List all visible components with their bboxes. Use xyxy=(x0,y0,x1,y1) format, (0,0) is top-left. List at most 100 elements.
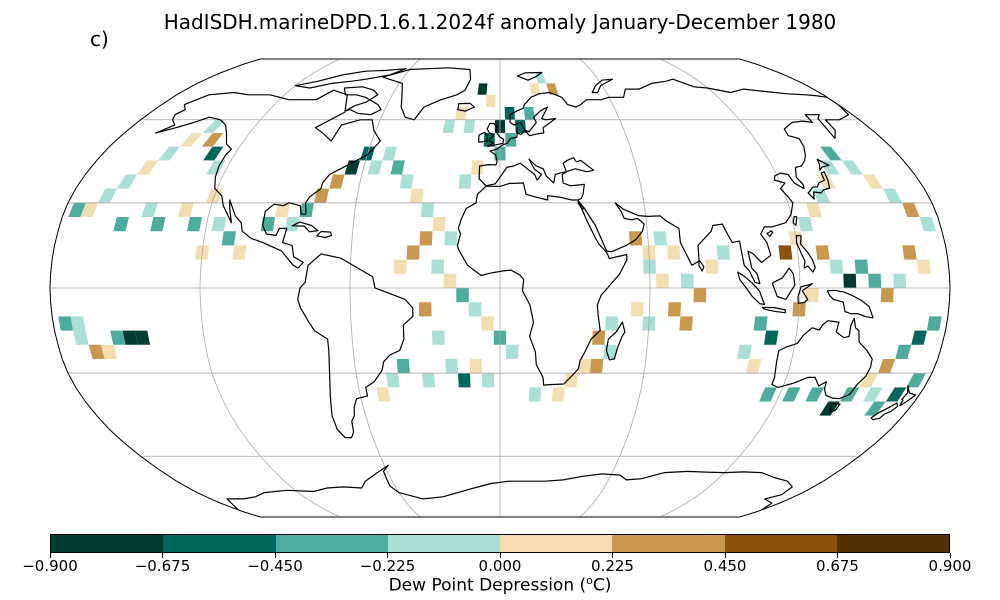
colorbar-segment xyxy=(387,535,500,552)
grid-cell xyxy=(854,259,869,274)
grid-cell xyxy=(902,245,917,260)
grid-cell xyxy=(101,344,117,359)
grid-cell xyxy=(455,107,467,120)
coastline-australia xyxy=(771,317,873,400)
grid-cell xyxy=(202,119,226,133)
grid-cell xyxy=(137,160,159,175)
colorbar-segment xyxy=(500,535,613,552)
coastline-greenland xyxy=(382,67,472,121)
colorbar-segment xyxy=(51,535,164,552)
grid-cell xyxy=(564,373,578,388)
grid-cell xyxy=(122,330,138,345)
grid-cell xyxy=(285,217,300,232)
grid-cell xyxy=(864,401,886,416)
grid-cell xyxy=(180,133,203,147)
grid-cell xyxy=(528,387,542,402)
colorbar-tick-label: −0.675 xyxy=(134,557,191,575)
grid-cell xyxy=(605,316,619,331)
colorbar xyxy=(50,534,950,553)
grid-cell xyxy=(843,273,857,288)
grid-cell xyxy=(443,273,457,288)
coastline-hainan xyxy=(766,230,774,237)
coastline-japan xyxy=(807,171,831,200)
grid-cell xyxy=(329,174,345,189)
grid-cell xyxy=(150,217,166,232)
grid-cell xyxy=(386,373,400,388)
grid-cell xyxy=(893,273,907,288)
grid-cell xyxy=(275,202,290,217)
coastline-madagascar xyxy=(605,321,626,361)
grid-cell xyxy=(667,245,681,260)
grid-cell xyxy=(201,133,224,147)
grid-cell xyxy=(653,231,668,246)
coastlines xyxy=(155,67,917,511)
grid-cell xyxy=(70,316,86,331)
colorbar-segment xyxy=(612,535,725,552)
figure-title: HadISDH.marineDPD.1.6.1.2024f anomaly Ja… xyxy=(163,10,837,34)
grid-cell xyxy=(705,259,719,274)
grid-cell xyxy=(534,72,547,84)
grid-cell xyxy=(841,160,863,175)
grid-cell xyxy=(737,344,752,359)
coastline-south-america xyxy=(297,253,414,439)
grid-cell xyxy=(396,359,410,374)
coastline-africa xyxy=(456,182,628,386)
grid-cell xyxy=(406,245,420,260)
colorbar-label: Dew Point Depression (oC) xyxy=(0,574,1000,596)
coastline-taiwan xyxy=(792,215,798,227)
grid-cell xyxy=(668,302,681,317)
grid-cell xyxy=(314,188,330,203)
grid-cell xyxy=(778,245,793,260)
graticule xyxy=(50,59,950,517)
grid-cell xyxy=(431,259,444,274)
grid-cell xyxy=(859,373,878,388)
grid-cell xyxy=(902,202,920,217)
coastline-new-guinea xyxy=(826,289,874,319)
coastline-iceland xyxy=(457,102,475,112)
coastline-ireland xyxy=(478,131,488,143)
grid-cell xyxy=(523,107,535,120)
grid-cell xyxy=(819,401,840,416)
grid-cell xyxy=(367,160,383,175)
grid-cell xyxy=(681,273,694,288)
grid-cell xyxy=(186,217,202,232)
coastline-sulawesi xyxy=(797,283,813,305)
coastline-svalbard xyxy=(516,71,543,81)
grid-cell xyxy=(812,188,830,203)
grid-cell xyxy=(816,174,836,189)
grid-cell xyxy=(919,217,936,232)
colorbar-tick xyxy=(837,553,838,558)
colorbar-tick xyxy=(499,553,501,558)
colorbar-tick xyxy=(387,553,388,558)
coastline-java xyxy=(761,306,786,314)
grid-cell xyxy=(382,146,397,161)
grid-cell xyxy=(177,202,194,217)
grid-cell xyxy=(158,146,180,161)
grid-cell xyxy=(906,373,926,388)
grid-cell xyxy=(80,202,98,217)
grid-cell xyxy=(926,316,942,331)
grid-cell xyxy=(895,344,912,359)
coastline-arctic-islands xyxy=(294,68,407,89)
colorbar-segment xyxy=(836,535,949,552)
grid-cell xyxy=(232,245,247,260)
grid-cell xyxy=(764,330,779,345)
grid-cell xyxy=(820,146,842,161)
colorbar-tick xyxy=(949,553,951,558)
grid-cell xyxy=(759,387,777,402)
grid-cell xyxy=(693,288,707,303)
coastline-new-zealand-n xyxy=(899,385,917,407)
colorbar-tick-label: −0.225 xyxy=(359,557,416,575)
grid-cell xyxy=(431,330,445,345)
coastline-sumatra xyxy=(737,271,766,306)
panel-label: c) xyxy=(90,27,109,51)
colorbar-label-sup: o xyxy=(586,574,593,587)
coastline-new-zealand-s xyxy=(870,402,899,421)
colorbar-tick xyxy=(49,553,51,558)
coastline-tasmania xyxy=(829,402,841,413)
grid-cell xyxy=(551,387,565,402)
colorbar-tick-label: −0.450 xyxy=(247,557,303,575)
grid-cell xyxy=(716,245,731,260)
grid-cell xyxy=(829,259,844,274)
grid-cell xyxy=(432,217,446,232)
